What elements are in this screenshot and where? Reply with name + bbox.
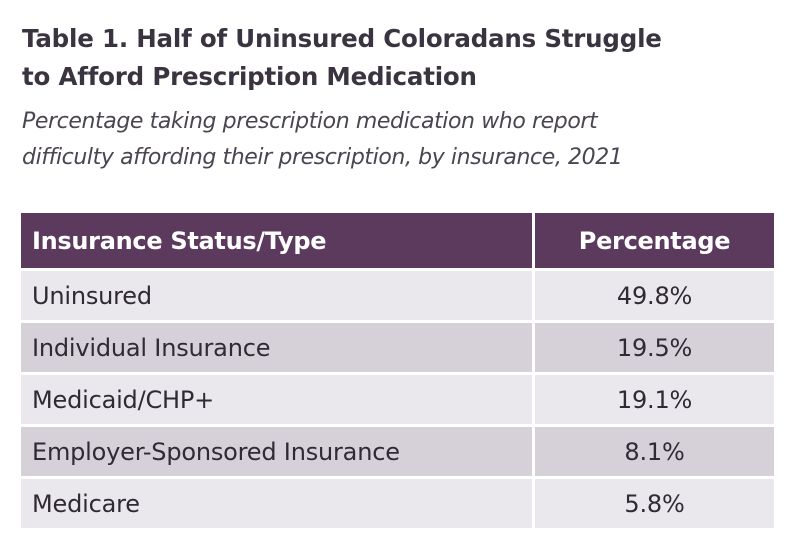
insurance-type-cell: Uninsured (21, 271, 535, 323)
table-row: Individual Insurance 19.5% (21, 323, 774, 375)
insurance-table: Insurance Status/Type Percentage Uninsur… (21, 213, 774, 531)
table-subtitle-line-1: Percentage taking prescription medicatio… (22, 109, 598, 134)
table-title-line-2: to Afford Prescription Medication (22, 62, 477, 91)
insurance-type-cell: Medicare (21, 479, 535, 531)
table-header-row: Insurance Status/Type Percentage (21, 213, 774, 271)
table-subtitle: Percentage taking prescription medicatio… (22, 104, 762, 176)
insurance-type-cell: Medicaid/CHP+ (21, 375, 535, 427)
percentage-cell: 5.8% (535, 479, 774, 531)
table-row: Medicare 5.8% (21, 479, 774, 531)
table-title-line-1: Table 1. Half of Uninsured Coloradans St… (22, 24, 662, 53)
table-title: Table 1. Half of Uninsured Coloradans St… (22, 20, 762, 96)
table-subtitle-line-2: difficulty affording their prescription,… (22, 145, 623, 170)
percentage-cell: 49.8% (535, 271, 774, 323)
percentage-cell: 19.5% (535, 323, 774, 375)
percentage-cell: 8.1% (535, 427, 774, 479)
header-percentage: Percentage (535, 213, 774, 271)
percentage-cell: 19.1% (535, 375, 774, 427)
insurance-type-cell: Individual Insurance (21, 323, 535, 375)
table-row: Employer-Sponsored Insurance 8.1% (21, 427, 774, 479)
table-row: Uninsured 49.8% (21, 271, 774, 323)
insurance-type-cell: Employer-Sponsored Insurance (21, 427, 535, 479)
header-insurance-status: Insurance Status/Type (21, 213, 535, 271)
table-row: Medicaid/CHP+ 19.1% (21, 375, 774, 427)
